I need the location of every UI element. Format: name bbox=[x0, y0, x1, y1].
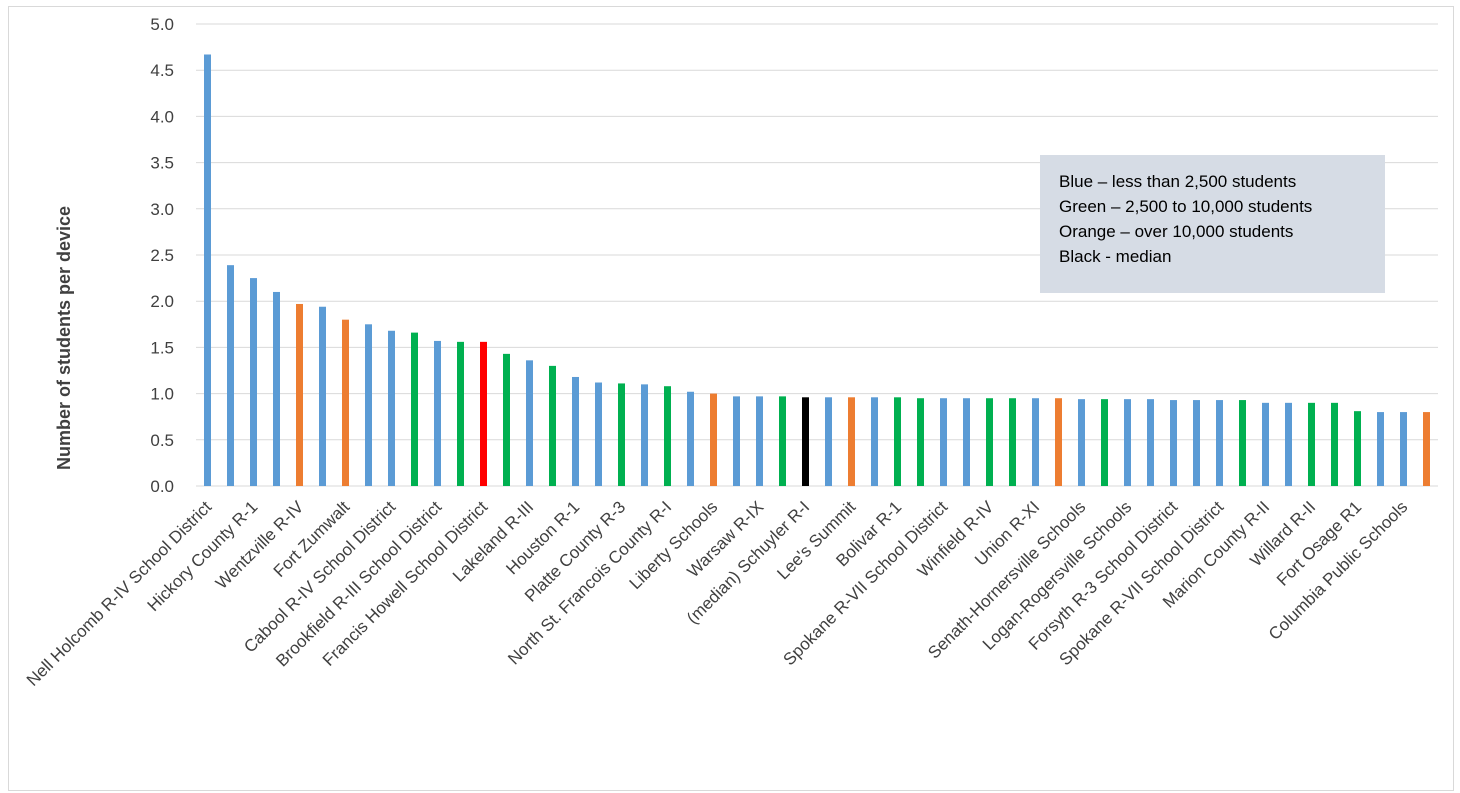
bar bbox=[940, 398, 947, 486]
bar bbox=[1170, 400, 1177, 486]
bar bbox=[1147, 399, 1154, 486]
y-tick-label: 0.0 bbox=[150, 477, 174, 496]
bar bbox=[664, 386, 671, 486]
bar bbox=[733, 396, 740, 486]
legend-entry-black: Black - median bbox=[1059, 247, 1172, 266]
y-tick-label: 1.0 bbox=[150, 385, 174, 404]
y-tick-label: 1.5 bbox=[150, 338, 174, 357]
y-tick-label: 3.0 bbox=[150, 200, 174, 219]
bar bbox=[848, 397, 855, 486]
y-tick-label: 3.5 bbox=[150, 154, 174, 173]
gridlines bbox=[196, 23, 1438, 487]
y-tick-label: 2.5 bbox=[150, 246, 174, 265]
bar bbox=[871, 397, 878, 486]
bar bbox=[1193, 400, 1200, 486]
bar bbox=[342, 319, 349, 486]
y-tick-label: 4.0 bbox=[150, 107, 174, 126]
bar bbox=[273, 291, 280, 486]
bar bbox=[411, 332, 418, 486]
bar bbox=[825, 397, 832, 486]
bar bbox=[1009, 398, 1016, 486]
bar bbox=[503, 353, 510, 486]
bar bbox=[802, 397, 809, 486]
bar bbox=[1285, 402, 1292, 486]
chart-frame bbox=[8, 6, 1454, 791]
bar bbox=[572, 376, 579, 486]
bar bbox=[250, 278, 257, 486]
y-tick-label: 5.0 bbox=[150, 15, 174, 34]
bar bbox=[1354, 411, 1361, 486]
y-tick-label: 2.0 bbox=[150, 292, 174, 311]
legend-entry-green: Green – 2,500 to 10,000 students bbox=[1059, 197, 1313, 216]
y-axis-ticks: 0.0 0.5 1.0 1.5 2.0 2.5 3.0 3.5 4.0 4.5 5.0 bbox=[150, 15, 174, 496]
bar bbox=[526, 360, 533, 486]
bars bbox=[204, 54, 1430, 486]
legend-entry-blue: Blue – less than 2,500 students bbox=[1059, 172, 1297, 191]
bar bbox=[480, 341, 487, 486]
bar bbox=[1078, 399, 1085, 486]
bar bbox=[204, 54, 211, 486]
bar bbox=[595, 382, 602, 486]
bar bbox=[1400, 412, 1407, 486]
bar bbox=[1055, 398, 1062, 486]
bar bbox=[365, 324, 372, 486]
bar bbox=[618, 383, 625, 486]
bar bbox=[641, 384, 648, 486]
bar bbox=[687, 391, 694, 486]
bar bbox=[1032, 398, 1039, 486]
bar bbox=[1239, 400, 1246, 486]
y-tick-label: 0.5 bbox=[150, 431, 174, 450]
bar bbox=[457, 341, 464, 486]
bar bbox=[1377, 412, 1384, 486]
x-axis-labels: Nell Holcomb R-IV School DistrictHickory… bbox=[23, 497, 1411, 690]
bar bbox=[756, 396, 763, 486]
y-axis-label: Number of students per device bbox=[54, 206, 74, 470]
bar bbox=[917, 398, 924, 486]
y-tick-label: 4.5 bbox=[150, 61, 174, 80]
bar bbox=[388, 330, 395, 486]
bar bbox=[1216, 400, 1223, 486]
bar bbox=[434, 340, 441, 486]
bar bbox=[894, 397, 901, 486]
x-tick-label: Nell Holcomb R-IV School District bbox=[23, 497, 216, 690]
bar bbox=[296, 303, 303, 486]
bar bbox=[319, 306, 326, 486]
bar bbox=[1331, 402, 1338, 486]
bar bbox=[1124, 399, 1131, 486]
bar bbox=[710, 393, 717, 486]
bar bbox=[963, 398, 970, 486]
x-tick-label: Lakeland R-III bbox=[449, 497, 537, 585]
bar bbox=[1308, 402, 1315, 486]
bar bbox=[1101, 399, 1108, 486]
legend-entry-orange: Orange – over 10,000 students bbox=[1059, 222, 1294, 241]
bar bbox=[986, 398, 993, 486]
bar bbox=[227, 265, 234, 486]
bar bbox=[549, 365, 556, 486]
bar bbox=[1262, 402, 1269, 486]
bar bbox=[1423, 412, 1430, 486]
bar bbox=[779, 396, 786, 486]
legend: Blue – less than 2,500 students Green – … bbox=[1040, 155, 1385, 293]
